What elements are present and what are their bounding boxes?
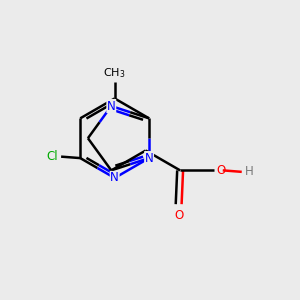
Text: N: N — [110, 172, 119, 184]
Text: O: O — [174, 208, 183, 222]
Text: O: O — [216, 164, 226, 177]
Text: Cl: Cl — [46, 150, 58, 163]
Text: H: H — [245, 165, 254, 178]
Text: N: N — [145, 152, 154, 165]
Text: CH$_3$: CH$_3$ — [103, 66, 126, 80]
Text: N: N — [107, 100, 116, 112]
